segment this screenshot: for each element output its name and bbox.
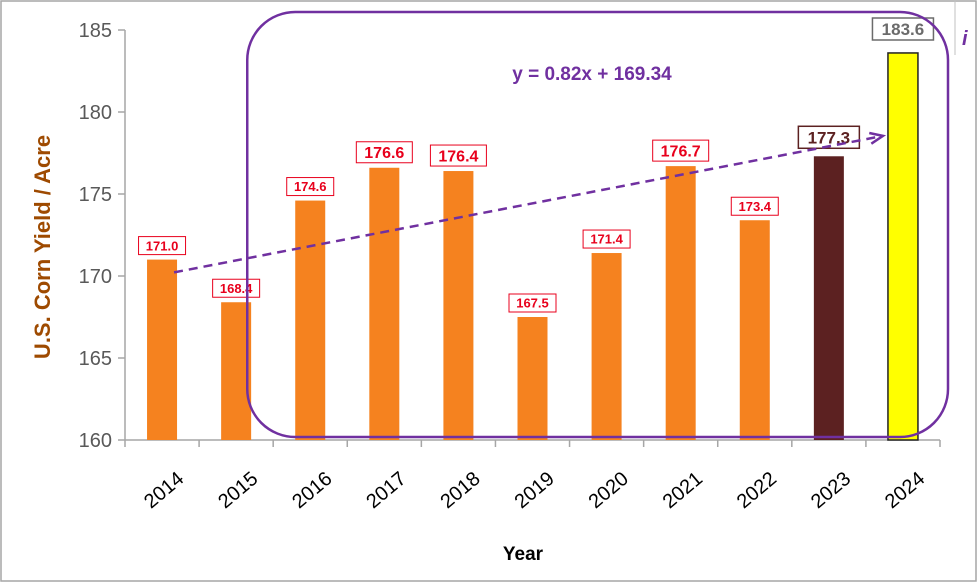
bar-2019	[517, 317, 548, 440]
bar-2017	[369, 167, 400, 440]
annotations: i	[173, 0, 968, 439]
data-label-2018: 176.4	[429, 144, 487, 167]
data-label-box	[355, 141, 413, 164]
data-label-text: 176.4	[438, 148, 478, 165]
highlight-box	[246, 10, 950, 439]
data-label-text: 168.4	[220, 281, 253, 296]
trendline	[173, 134, 884, 274]
y-tick-label: 165	[79, 348, 112, 370]
bar-2024	[887, 52, 919, 441]
data-label-2021: 176.7	[652, 139, 710, 162]
data-label-2020: 171.4	[582, 229, 631, 249]
data-label-box	[286, 177, 335, 197]
bars	[147, 52, 919, 441]
data-label-box	[730, 196, 779, 216]
data-label-2017: 176.6	[355, 141, 413, 164]
data-label-text: 167.5	[516, 296, 549, 311]
bar-2021	[665, 166, 696, 440]
data-label-box	[871, 17, 935, 41]
data-label-text: 176.7	[661, 143, 701, 160]
data-label-2022: 173.4	[730, 196, 779, 216]
trendline-equation: y = 0.82x + 169.34	[512, 64, 672, 85]
data-label-2023: 177.3	[797, 125, 861, 150]
data-label-text: 171.4	[590, 232, 623, 247]
y-tick-label: 160	[79, 430, 112, 452]
bar-2022	[739, 220, 770, 440]
data-label-text: 173.4	[738, 199, 771, 214]
data-label-box	[138, 236, 187, 256]
data-label-text: 171.0	[146, 238, 179, 253]
y-tick-label: 170	[79, 266, 112, 288]
data-label-text: 176.6	[364, 145, 404, 162]
data-label-box	[429, 144, 487, 167]
data-label-2014: 171.0	[138, 236, 187, 256]
bar-2023	[813, 156, 844, 440]
bar-2018	[443, 171, 474, 441]
trendline-arrowhead	[869, 131, 887, 145]
data-labels: 171.0 168.4 174.6 176.6 176.4 167.5 171.4 176.7…	[138, 17, 935, 313]
data-label-text: 174.6	[294, 179, 327, 194]
corner-note: i	[962, 28, 968, 50]
data-label-2016: 174.6	[286, 177, 335, 197]
data-label-box	[508, 293, 557, 313]
bar-2020	[591, 253, 622, 440]
data-label-2024: 183.6	[871, 17, 935, 41]
y-tick-label: 185	[79, 20, 112, 42]
y-tick-label: 180	[79, 102, 112, 124]
bar-2016	[295, 200, 326, 440]
data-label-text: 183.6	[882, 20, 925, 39]
data-label-2019: 167.5	[508, 293, 557, 313]
data-label-box	[652, 139, 710, 162]
x-axis-title: Year	[503, 544, 544, 565]
y-axis-title: U.S. Corn Yield / Acre	[30, 135, 55, 359]
bar-2014	[147, 259, 178, 440]
data-label-box	[582, 229, 631, 249]
data-label-2015: 168.4	[212, 278, 261, 298]
y-tick-label: 175	[79, 184, 112, 206]
data-label-text: 177.3	[808, 128, 851, 147]
